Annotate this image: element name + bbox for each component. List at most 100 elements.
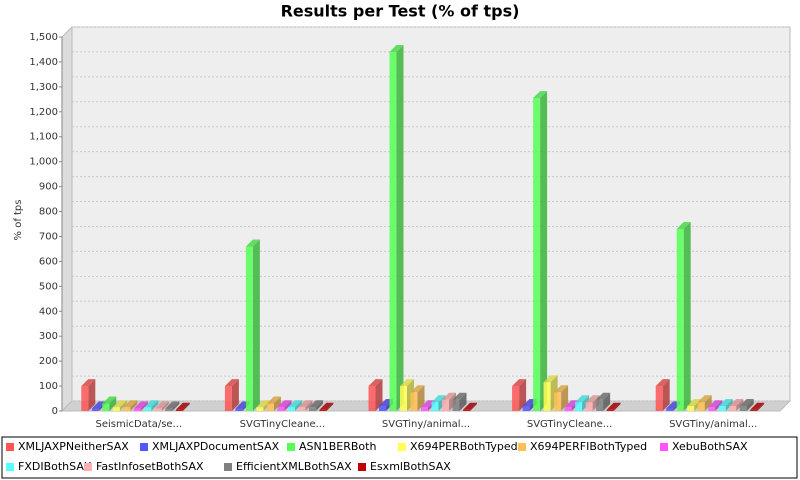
bar: [554, 392, 562, 411]
bar-side: [182, 402, 190, 411]
y-tick-label: 400: [39, 306, 58, 317]
bar-side: [326, 402, 334, 411]
bar: [729, 406, 737, 411]
bar: [266, 403, 274, 411]
back-wall: [71, 26, 791, 402]
bar-top: [133, 401, 148, 409]
y-tick-label: 500: [39, 281, 58, 292]
bar-side: [161, 401, 169, 411]
bar-top: [442, 392, 456, 400]
bar-side: [540, 91, 548, 411]
bar-side: [284, 400, 292, 411]
bar-side: [140, 401, 148, 411]
legend-swatch: [358, 463, 366, 471]
bar-top: [91, 401, 106, 409]
bar-side: [746, 399, 754, 411]
bar-side: [109, 396, 117, 411]
legend-label: EfficientXMLBothSAX: [236, 460, 352, 473]
bar: [575, 402, 583, 411]
bar-side: [375, 379, 383, 411]
legend-swatch: [224, 463, 232, 471]
bar-top: [112, 400, 127, 408]
y-tick-label: 1,300: [29, 82, 58, 93]
bar-top: [708, 400, 723, 408]
bar-side: [613, 402, 621, 411]
bar-top: [308, 400, 323, 408]
bar-top: [421, 400, 435, 408]
legend-label: X694PERFIBothTyped: [530, 440, 647, 453]
bar-top: [224, 379, 239, 387]
bar: [112, 407, 120, 411]
bar-side: [704, 395, 712, 411]
bar-top: [368, 379, 383, 387]
bar: [175, 409, 183, 411]
bar-top: [389, 44, 404, 52]
bar: [655, 386, 663, 411]
bar-side: [725, 399, 733, 411]
bar-side: [130, 400, 138, 411]
bar: [389, 51, 397, 412]
y-tick-label: 100: [39, 381, 58, 392]
bar: [144, 407, 152, 411]
bar-side: [305, 400, 313, 411]
bar-top: [154, 401, 169, 409]
legend-label: FXDIBothSAX: [18, 460, 92, 473]
bar: [463, 409, 470, 411]
bar: [410, 392, 418, 411]
y-tick-label: 1,400: [29, 57, 58, 68]
bar-side: [662, 379, 670, 411]
bar: [421, 407, 428, 411]
bar-top: [410, 385, 425, 393]
bar-top: [687, 399, 702, 407]
bar-top: [245, 239, 260, 247]
bar: [606, 409, 614, 411]
bar-top: [564, 400, 579, 408]
bar-side: [603, 392, 611, 411]
bar: [543, 382, 551, 411]
bar-top: [533, 91, 548, 99]
y-tick-label: 300: [39, 331, 58, 342]
left-wall: [61, 25, 73, 413]
x-tick-label: SVGTiny/animal...: [669, 419, 757, 430]
bar-side: [396, 44, 404, 412]
bar-top: [298, 400, 313, 408]
bar-top: [676, 221, 691, 229]
y-tick-label: 1,500: [29, 32, 58, 43]
legend-swatch: [398, 443, 406, 451]
bar: [400, 386, 407, 411]
legend-label: FastInfosetBothSAX: [96, 460, 204, 473]
bar-side: [470, 402, 477, 411]
bar: [676, 228, 684, 411]
bar: [165, 408, 173, 411]
legend-swatch: [6, 463, 14, 471]
bar: [319, 409, 327, 411]
bar-top: [400, 379, 414, 387]
bar: [718, 406, 726, 411]
bar: [697, 402, 705, 411]
bar-side: [294, 400, 302, 411]
y-tick-label: 700: [39, 231, 58, 242]
bar: [133, 408, 141, 411]
bar: [368, 386, 376, 411]
bar: [585, 402, 593, 411]
legend-label: X694PERBothTyped: [410, 440, 518, 453]
y-tick-label: 900: [39, 182, 58, 193]
y-tick-label: 1,200: [29, 107, 58, 118]
bar-top: [144, 400, 159, 408]
legend-label: XMLJAXPDocumentSAX: [152, 440, 280, 453]
bar-side: [417, 385, 425, 411]
bar-top: [431, 395, 446, 403]
bar-top: [697, 395, 712, 403]
x-tick-label: SVGTiny/animal...: [382, 419, 470, 430]
bar: [256, 407, 264, 411]
bar-side: [715, 400, 723, 411]
bar: [379, 406, 386, 411]
bar-top: [585, 395, 600, 403]
legend-swatch: [287, 443, 295, 451]
bar: [91, 408, 99, 411]
bar-top: [266, 396, 281, 404]
bar: [235, 408, 243, 411]
bar-side: [252, 239, 260, 411]
bar-top: [319, 402, 334, 410]
